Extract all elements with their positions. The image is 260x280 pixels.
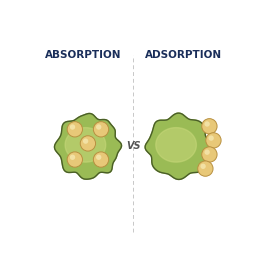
Circle shape xyxy=(70,124,75,130)
Circle shape xyxy=(96,155,101,160)
Circle shape xyxy=(93,122,109,137)
Circle shape xyxy=(209,136,214,141)
Circle shape xyxy=(93,152,109,167)
Text: VS: VS xyxy=(126,141,140,151)
Circle shape xyxy=(67,152,82,167)
Text: ABSORPTION: ABSORPTION xyxy=(45,50,121,60)
Circle shape xyxy=(206,133,221,148)
Polygon shape xyxy=(65,128,106,162)
Text: ADSORPTION: ADSORPTION xyxy=(145,50,222,60)
Circle shape xyxy=(202,147,217,162)
Circle shape xyxy=(202,119,217,134)
Circle shape xyxy=(83,138,88,144)
Circle shape xyxy=(96,124,101,130)
Circle shape xyxy=(200,164,206,169)
Circle shape xyxy=(198,161,213,176)
Circle shape xyxy=(80,136,96,151)
Circle shape xyxy=(67,122,82,137)
Polygon shape xyxy=(145,113,212,179)
Circle shape xyxy=(204,150,210,155)
Circle shape xyxy=(70,155,75,160)
Circle shape xyxy=(204,121,210,127)
Polygon shape xyxy=(156,128,196,162)
Polygon shape xyxy=(55,113,121,179)
